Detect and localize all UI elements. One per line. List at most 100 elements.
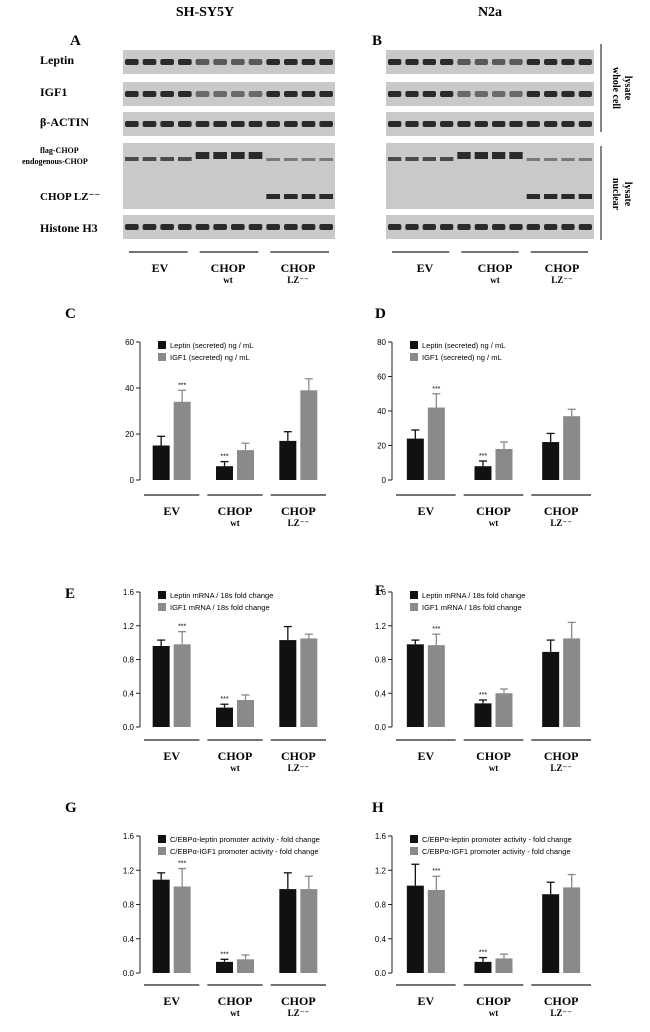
side-label-nuclear: nuclear [610,178,621,211]
bar [279,640,297,727]
blot-b-histone-band [561,224,575,230]
y-tick-label: 0 [130,476,135,485]
side-label-lysate-2: lysate [622,182,633,207]
blot-b-histone-band [544,224,558,230]
blot-label-actin: β-ACTIN [40,115,89,129]
y-tick-label: 1.2 [375,866,387,875]
category-sublabel: wt [489,518,499,528]
y-tick-label: 0.4 [375,689,387,698]
blot-b-actin-band [440,121,454,127]
blot-b-igf1-band [492,91,506,97]
bar [300,889,318,973]
blot-b-histone-band [526,224,540,230]
significance-label: *** [432,868,440,875]
blot-a-actin-band [125,121,139,127]
blot-a-histone-band [213,224,227,230]
blot-label-igf1: IGF1 [40,85,67,99]
y-tick-label: 0.0 [375,723,387,732]
category-label: EV [417,504,434,518]
category-label: CHOP [476,504,511,518]
legend-label: Leptin (secreted) ng / mL [170,341,253,350]
blot-a-endo-chop-band [284,158,298,161]
y-tick-label: 0.8 [123,656,135,665]
y-tick-label: 0.8 [375,656,387,665]
y-tick-label: 20 [377,442,386,451]
bar [216,466,233,480]
blot-b-igf1-band [544,91,558,97]
bar [152,879,170,973]
blot-a-leptin-band [266,59,280,65]
blot-b-endo-chop-band [526,158,540,161]
bar [300,638,318,727]
blot-b-endo-chop-band [561,158,575,161]
category-label: CHOP [544,994,579,1008]
blot-a-histone-band [160,224,174,230]
y-tick-label: 0.4 [123,935,135,944]
blot-b-actin-band [388,121,402,127]
blot-b-leptin-band [509,59,523,65]
y-tick-label: 0.0 [375,969,387,978]
significance-label: *** [479,453,487,460]
blot-b-igf1-band [388,91,402,97]
blot-b-leptin-band [578,59,592,65]
bar [173,886,191,973]
blot-label-flag-chop: flag-CHOP [40,146,79,155]
blot-a-chop-strip [123,143,335,209]
blot-b-actin-band [578,121,592,127]
blot-a-flag-chop-band [231,152,245,159]
blot-a-histone-band [125,224,139,230]
blot-b-histone-band [474,224,488,230]
blot-b-leptin-strip [386,50,594,74]
legend-swatch [410,835,418,843]
blot-b-igf1-band [457,91,471,97]
category-label: CHOP [281,994,316,1008]
blot-b-endo-chop-band [578,158,592,161]
blot-a-actin-strip [123,112,335,136]
category-label: EV [417,994,434,1008]
legend-label: C/EBPα-leptin promoter activity - fold c… [170,835,320,844]
category-sublabel: LZ⁻⁻ [550,763,572,773]
legend-swatch [158,835,166,843]
blot-a-actin-band [248,121,263,127]
category-sublabel: wt [489,763,499,773]
blot-b-group-choplz: CHOP [545,261,580,275]
blot-label-histone: Histone H3 [40,221,98,235]
legend-label: IGF1 (secreted) ng / mL [170,353,250,362]
category-sublabel: LZ⁻⁻ [550,1008,572,1018]
blot-a-group-choplz-sub: LZ⁻⁻ [287,275,309,285]
blot-a-endo-chop-band [125,157,139,161]
blot-a-chop-lz-band [319,194,333,199]
blot-b-leptin-band [492,59,506,65]
bar [427,889,445,973]
blot-a-leptin-band [231,59,245,65]
y-tick-label: 0.8 [123,901,135,910]
category-sublabel: wt [230,1008,240,1018]
blot-b-actin-band [405,121,419,127]
blot-a-igf1-band [231,91,245,97]
blot-a-actin-band [301,121,316,127]
category-label: CHOP [476,994,511,1008]
y-tick-label: 20 [125,430,134,439]
panel-letter-d: D [375,306,386,322]
bar [563,887,581,973]
blot-a-igf1-band [195,91,210,97]
blot-a-leptin-band [248,59,263,65]
blot-a-chop-lz-band [284,194,298,199]
category-label: CHOP [281,504,316,518]
legend-swatch [410,847,418,855]
blot-b-actin-strip [386,112,594,136]
blot-a-endo-chop-band [319,158,333,161]
blot-a-chop-lz-band [301,194,316,199]
chart-h: 0.0 0.4 0.8 1.2 1.6 *** *** C/EBPα-leptin promo… [375,832,591,1018]
blot-b-leptin-band [405,59,419,65]
bar [237,959,254,973]
category-sublabel: LZ⁻⁻ [288,518,310,528]
blot-a-igf1-band [319,91,333,97]
category-label: CHOP [544,504,579,518]
blot-b-igf1-band [578,91,592,97]
blot-a-igf1-band [142,91,157,97]
significance-label: *** [220,951,228,958]
category-label: CHOP [281,749,316,763]
header-right: N2a [478,5,502,20]
y-tick-label: 40 [377,407,386,416]
